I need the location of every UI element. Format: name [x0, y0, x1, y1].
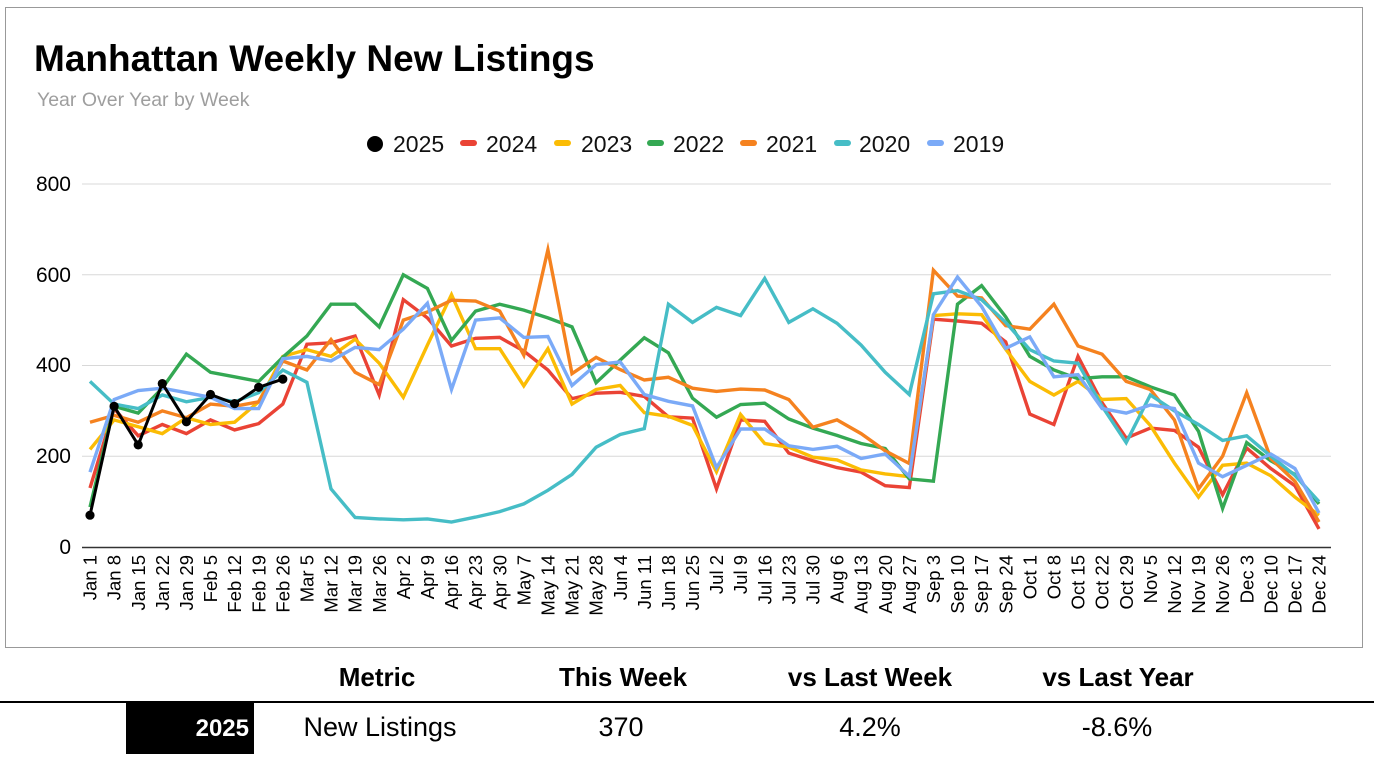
- svg-text:Feb 12: Feb 12: [224, 555, 245, 613]
- svg-text:Jun 4: Jun 4: [610, 555, 631, 600]
- svg-text:Mar 19: Mar 19: [345, 555, 366, 613]
- svg-text:Jul 23: Jul 23: [778, 555, 799, 604]
- svg-text:Jan 15: Jan 15: [128, 555, 149, 611]
- svg-text:Apr 16: Apr 16: [441, 555, 462, 610]
- svg-text:Apr 2: Apr 2: [393, 555, 414, 599]
- svg-text:May 14: May 14: [538, 555, 559, 616]
- svg-text:Feb 19: Feb 19: [248, 555, 269, 613]
- svg-text:Apr 9: Apr 9: [417, 555, 438, 599]
- svg-text:Dec 24: Dec 24: [1309, 555, 1330, 614]
- svg-text:Jan 22: Jan 22: [152, 555, 173, 611]
- svg-text:0: 0: [59, 536, 71, 559]
- svg-text:Sep 3: Sep 3: [923, 555, 944, 603]
- svg-text:Dec 10: Dec 10: [1260, 555, 1281, 614]
- svg-text:Nov 19: Nov 19: [1188, 555, 1209, 614]
- svg-text:Oct 29: Oct 29: [1116, 555, 1137, 610]
- svg-text:Apr 30: Apr 30: [489, 555, 510, 610]
- svg-text:May 7: May 7: [513, 555, 534, 605]
- svg-text:Feb 5: Feb 5: [200, 555, 221, 602]
- svg-text:Jun 18: Jun 18: [658, 555, 679, 611]
- svg-text:Jul 9: Jul 9: [730, 555, 751, 594]
- svg-text:Dec 17: Dec 17: [1285, 555, 1306, 614]
- svg-text:Jul 2: Jul 2: [706, 555, 727, 594]
- svg-text:May 21: May 21: [562, 555, 583, 616]
- svg-text:Feb 26: Feb 26: [272, 555, 293, 613]
- svg-text:Nov 5: Nov 5: [1140, 555, 1161, 603]
- svg-text:Jan 8: Jan 8: [104, 555, 125, 600]
- svg-text:Jan 1: Jan 1: [80, 555, 101, 600]
- svg-text:Apr 23: Apr 23: [465, 555, 486, 610]
- svg-text:May 28: May 28: [586, 555, 607, 616]
- svg-text:Jun 11: Jun 11: [634, 555, 655, 609]
- svg-text:Sep 10: Sep 10: [947, 555, 968, 614]
- svg-text:Oct 8: Oct 8: [1044, 555, 1065, 599]
- svg-text:600: 600: [36, 264, 71, 287]
- svg-text:Jun 25: Jun 25: [682, 555, 703, 611]
- svg-text:Nov 26: Nov 26: [1212, 555, 1233, 614]
- svg-text:Sep 24: Sep 24: [995, 555, 1016, 614]
- svg-text:200: 200: [36, 445, 71, 468]
- svg-text:Jul 16: Jul 16: [754, 555, 775, 604]
- svg-text:Aug 13: Aug 13: [851, 555, 872, 614]
- svg-text:400: 400: [36, 354, 71, 377]
- svg-text:Aug 27: Aug 27: [899, 555, 920, 614]
- svg-text:Jan 29: Jan 29: [176, 555, 197, 611]
- svg-text:Nov 12: Nov 12: [1164, 555, 1185, 614]
- svg-text:Oct 22: Oct 22: [1092, 555, 1113, 610]
- svg-text:Jul 30: Jul 30: [803, 555, 824, 604]
- svg-text:Oct 1: Oct 1: [1019, 555, 1040, 599]
- svg-text:800: 800: [36, 173, 71, 196]
- svg-text:Sep 17: Sep 17: [971, 555, 992, 614]
- svg-text:Aug 6: Aug 6: [827, 555, 848, 603]
- svg-text:Mar 5: Mar 5: [297, 555, 318, 602]
- svg-text:Aug 20: Aug 20: [875, 555, 896, 614]
- svg-text:Mar 26: Mar 26: [369, 555, 390, 613]
- svg-text:Dec 3: Dec 3: [1236, 555, 1257, 603]
- svg-text:Oct 15: Oct 15: [1068, 555, 1089, 610]
- svg-text:Mar 12: Mar 12: [321, 555, 342, 613]
